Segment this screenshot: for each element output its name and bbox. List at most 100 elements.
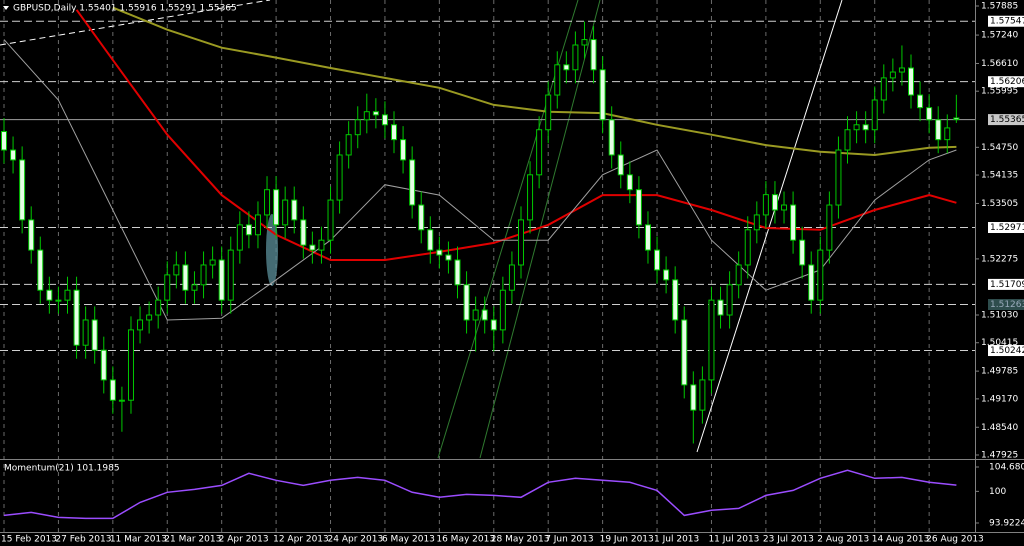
indicator-title: Momentum(21) 101.1985 [4,464,120,474]
x-tick-label: 7 Jun 2013 [545,535,593,545]
candle-body [853,124,860,131]
candle-body [245,224,252,236]
x-tick-label: 11 Mar 2013 [110,535,167,545]
candle-body [46,289,53,301]
candle-body [536,129,543,176]
candle-body [19,159,26,221]
candle-body [808,264,815,301]
candle-body [427,229,434,251]
candle-body [173,264,180,276]
candle-body [926,107,933,121]
candle-body [517,219,524,266]
trend-line [0,0,271,46]
y-tick-label: 1.53505 [981,199,1018,209]
candle-body [790,204,797,241]
candle-body [37,249,44,291]
candle-body [554,64,561,96]
price-panel [0,0,975,458]
y-tick-label: 1.54750 [981,143,1018,153]
candle-body [264,189,271,216]
candle-body [917,94,924,109]
candle-body [835,149,842,206]
price-label: 1.55365 [990,115,1024,125]
candle-body [363,111,370,121]
x-tick-label: 1 Jul 2013 [654,535,699,545]
y-tick-label: 1.49785 [981,367,1018,377]
x-tick-label: 6 May 2013 [382,535,435,545]
candle-body [935,119,942,141]
y-tick-label: 1.50415 [981,338,1018,348]
candle-body [227,249,234,301]
candle-body [644,224,651,251]
x-tick-label: 24 Apr 2013 [328,535,384,545]
candle-body [182,264,189,291]
candle-body [381,114,388,126]
candle-body [137,319,144,331]
candle-body [418,204,425,231]
candle-body [572,44,579,71]
x-tick-label: 23 Jul 2013 [763,535,814,545]
candle-body [55,299,62,302]
candle-body [218,259,225,301]
candle-body [735,264,742,286]
y-tick-label: 1.47925 [981,450,1018,460]
candle-body [463,284,470,321]
level-label: 1.57547 [990,17,1024,27]
candle-body [508,264,515,291]
candle-body [880,77,887,101]
candle-body [291,199,298,221]
y-tick-label: 1.54135 [981,171,1018,181]
candle-body [608,119,615,156]
candle-body [708,299,715,381]
candle-body [490,319,497,331]
candle-body [282,199,289,226]
x-tick-label: 14 Aug 2013 [872,535,930,545]
level-box [988,76,1024,88]
x-tick-label: 28 May 2013 [491,535,550,545]
candle-body [871,99,878,131]
candle-body [908,67,914,96]
x-tick-label: 2 Apr 2013 [219,535,269,545]
x-tick-label: 15 Feb 2013 [1,535,57,545]
candle-body [563,64,570,71]
candle-body [336,154,343,201]
candle-body [109,379,116,401]
candle-body [635,189,642,226]
candle-body [372,111,379,116]
x-tick-label: 12 Apr 2013 [273,535,329,545]
candle-body [200,264,207,286]
candle-body [898,67,905,73]
candle-body [191,284,198,291]
line-series [3,469,957,520]
highlight-ellipse [266,214,278,286]
candle-body [309,244,316,251]
candle-body [28,219,35,251]
candle-body [354,119,361,136]
y-tick-label: 1.51030 [981,311,1018,321]
candle-body [118,399,125,402]
candle-body [654,249,661,271]
x-tick-label: 16 May 2013 [436,535,495,545]
candle-body [472,309,479,321]
candle-body [599,69,606,121]
candle-body [436,249,443,256]
candle-body [799,239,806,266]
candle-body [82,319,89,346]
level-box [988,299,1024,311]
level-label: 1.51709 [990,280,1024,290]
candle-body [127,329,134,401]
x-tick-label: 27 Feb 2013 [55,535,111,545]
x-tick-label: 11 Jul 2013 [708,535,759,545]
y-tick-label: 1.56610 [981,59,1018,69]
candle-body [481,309,488,321]
candle-body [826,204,833,251]
candle-body [499,289,506,331]
level-box [988,222,1024,234]
candle-body [844,129,851,151]
candle-body [862,124,869,131]
candle-body [681,319,688,386]
level-box [988,345,1024,357]
candle-body [300,219,307,246]
